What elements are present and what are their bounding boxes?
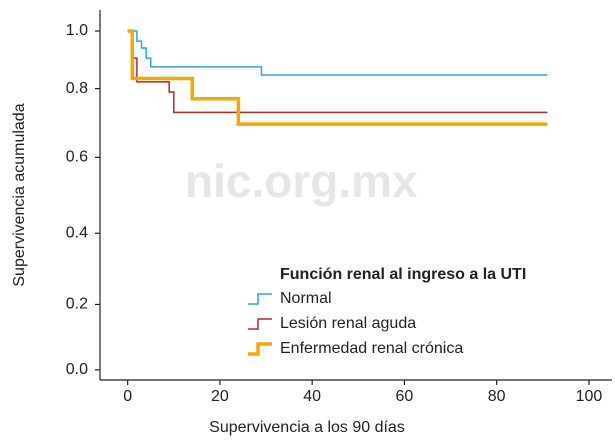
x-axis-label: Supervivencia a los 90 días xyxy=(209,419,405,436)
x-tick-label: 60 xyxy=(396,388,414,405)
legend-swatch xyxy=(248,293,272,305)
watermark: nic.org.mx xyxy=(185,155,418,207)
x-tick-label: 20 xyxy=(211,388,229,405)
y-tick-label: 0.6 xyxy=(66,149,88,166)
y-tick-label: 1.0 xyxy=(66,22,88,39)
legend-label: Enfermedad renal crónica xyxy=(280,340,463,357)
survival-curve xyxy=(127,29,548,126)
legend-swatch xyxy=(248,318,272,330)
y-tick-label: 0.0 xyxy=(66,361,88,378)
survival-curve xyxy=(127,30,548,76)
legend-label: Lesión renal aguda xyxy=(280,315,416,332)
legend-label: Normal xyxy=(280,290,332,307)
y-axis-label: Supervivencia acumulada xyxy=(11,103,28,286)
x-tick-label: 0 xyxy=(123,388,132,405)
legend-title: Función renal al ingreso a la UTI xyxy=(280,266,526,283)
y-tick-label: 0.2 xyxy=(66,296,88,313)
x-tick-label: 80 xyxy=(488,388,506,405)
x-tick-label: 40 xyxy=(303,388,321,405)
y-tick-label: 0.4 xyxy=(66,225,88,242)
legend-swatch xyxy=(248,342,272,356)
y-tick-label: 0.8 xyxy=(66,80,88,97)
x-tick-label: 100 xyxy=(576,388,603,405)
